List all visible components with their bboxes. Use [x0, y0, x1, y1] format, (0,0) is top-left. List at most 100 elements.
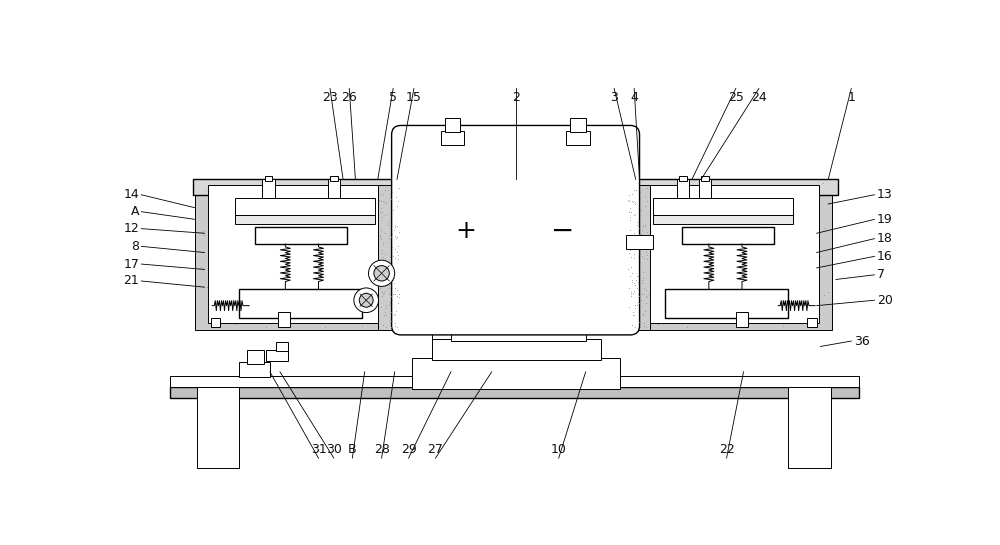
Bar [239, 362, 270, 377]
Point [636, 289, 652, 298]
Point [205, 231, 221, 239]
Point [258, 304, 274, 312]
Point [676, 234, 692, 243]
Point [389, 286, 405, 295]
Bar [193, 179, 838, 195]
Point [775, 321, 791, 330]
Point [643, 290, 659, 299]
Point [615, 228, 631, 237]
Point [633, 229, 649, 238]
Point [377, 186, 393, 195]
Point [213, 209, 229, 217]
Point [652, 192, 668, 201]
Point [650, 320, 666, 329]
Bar [626, 235, 653, 249]
Point [621, 234, 637, 243]
Bar [807, 318, 817, 327]
Bar [616, 179, 832, 330]
Point [249, 286, 265, 294]
Point [384, 296, 400, 305]
Point [390, 242, 406, 251]
Point [304, 227, 320, 235]
Point [739, 190, 755, 199]
Text: 30: 30 [326, 443, 342, 456]
Point [373, 226, 389, 234]
Point [722, 220, 738, 229]
Point [623, 191, 639, 200]
Point [387, 289, 403, 298]
Point [387, 254, 403, 263]
Point [632, 312, 648, 320]
Point [376, 276, 392, 284]
Bar [701, 175, 709, 181]
Point [751, 201, 767, 209]
Text: +: + [456, 219, 477, 243]
Point [390, 251, 406, 260]
Point [219, 203, 235, 212]
Text: 26: 26 [341, 91, 357, 104]
Point [276, 180, 292, 189]
Text: 19: 19 [877, 213, 892, 226]
Text: 22: 22 [719, 443, 734, 456]
Text: 1: 1 [847, 91, 855, 104]
Point [625, 311, 641, 319]
Point [677, 310, 693, 319]
Point [389, 232, 405, 241]
Point [281, 270, 297, 279]
Point [638, 232, 654, 241]
Point [361, 251, 377, 260]
Point [632, 195, 648, 204]
Point [635, 223, 651, 232]
Point [234, 274, 250, 283]
Point [629, 222, 645, 231]
Point [624, 278, 640, 287]
Point [745, 226, 761, 235]
Point [800, 229, 816, 238]
Point [627, 209, 643, 218]
Point [621, 232, 637, 240]
Point [629, 220, 645, 229]
Point [300, 276, 316, 284]
Point [254, 225, 270, 233]
Point [622, 246, 638, 255]
Point [380, 186, 396, 195]
Point [386, 239, 402, 247]
Point [365, 187, 381, 196]
Point [719, 250, 735, 258]
Point [395, 224, 411, 233]
Bar [378, 185, 401, 330]
Point [820, 288, 836, 297]
Point [774, 310, 790, 319]
Bar [699, 179, 711, 198]
Point [742, 311, 758, 320]
Point [390, 252, 406, 261]
Point [652, 234, 668, 243]
Point [721, 296, 737, 305]
Point [378, 304, 394, 313]
Point [379, 209, 395, 218]
Point [228, 237, 244, 245]
Point [635, 311, 651, 319]
Point [253, 247, 269, 256]
Point [626, 231, 642, 239]
Point [628, 275, 644, 284]
Point [617, 227, 633, 235]
Point [637, 307, 653, 316]
Point [378, 238, 394, 246]
Text: 8: 8 [131, 240, 139, 253]
Point [774, 217, 790, 226]
Point [399, 288, 415, 297]
Point [323, 295, 339, 304]
Point [626, 253, 642, 262]
Point [380, 218, 396, 227]
Point [639, 242, 655, 251]
Point [376, 197, 392, 206]
Point [385, 251, 401, 260]
Text: 2: 2 [512, 91, 520, 104]
Point [816, 291, 832, 300]
Point [388, 307, 404, 316]
Point [381, 271, 397, 280]
Point [799, 323, 815, 331]
Point [635, 278, 651, 287]
Point [378, 229, 394, 238]
